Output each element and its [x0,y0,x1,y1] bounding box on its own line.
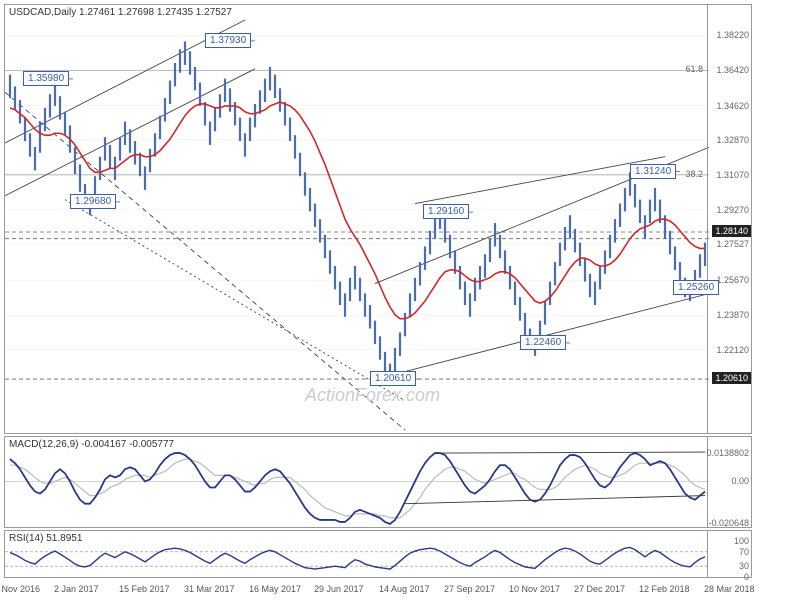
x-axis-label: 14 Aug 2017 [379,584,430,594]
price-ytick: 1.36420 [716,65,749,75]
price-annotation: 1.22460 [520,335,566,350]
price-annotation: 1.29160 [423,204,469,219]
price-annotation: 1.37930 [205,33,251,48]
price-annotation: 1.25260 [673,280,719,295]
x-axis-label: 16 May 2017 [249,584,301,594]
current-price-marker-lower: 1.20610 [712,372,751,384]
fib-label: 61.8 [685,64,703,74]
price-ytick: 1.32870 [716,135,749,145]
price-annotation: 1.31240 [630,164,676,179]
x-axis-label: 29 Jun 2017 [314,584,364,594]
x-axis-label: 28 Mar 2018 [704,584,755,594]
x-axis-label: 17 Nov 2016 [0,584,40,594]
macd-ytick: 0.00 [731,476,749,486]
rsi-ytick: 100 [734,536,749,546]
x-axis-label: 31 Mar 2017 [184,584,235,594]
price-ytick: 1.27527 [716,239,749,249]
price-annotation: 1.29680 [70,194,116,209]
macd-title: MACD(12,26,9) -0.004167 -0.005777 [9,439,174,450]
macd-panel: MACD(12,26,9) -0.004167 -0.005777 0.0138… [4,436,752,528]
main-chart-title: USDCAD,Daily 1.27461 1.27698 1.27435 1.2… [9,7,232,18]
price-annotation: 1.35980 [23,71,69,86]
price-y-axis: 1.38220 1.36420 1.34620 1.32870 1.31070 1.292… [707,5,751,433]
price-ytick: 1.22120 [716,345,749,355]
rsi-title: RSI(14) 51.8951 [9,533,82,544]
x-axis-labels: 17 Nov 20162 Jan 201715 Feb 201731 Mar 2… [4,584,752,598]
rsi-ytick: 30 [739,561,749,571]
rsi-y-axis: 10070300 [707,531,751,577]
price-ytick: 1.29270 [716,205,749,215]
price-annotation: 1.20610 [370,371,416,386]
macd-ytick: 0.0138802 [706,448,749,458]
macd-y-axis: 0.0138802 0.00 -0.020648 [707,437,751,527]
price-ytick: 1.34620 [716,101,749,111]
rsi-svg [5,531,709,579]
rsi-panel: RSI(14) 51.8951 10070300 [4,530,752,578]
price-ytick: 1.38220 [716,30,749,40]
x-axis-label: 27 Sep 2017 [444,584,495,594]
fib-label: 38.2 [685,169,703,179]
price-chart-panel: USDCAD,Daily 1.27461 1.27698 1.27435 1.2… [4,4,752,434]
price-chart-svg [5,5,709,435]
x-axis-label: 10 Nov 2017 [509,584,560,594]
rsi-ytick: 0 [744,572,749,582]
price-ytick: 1.23870 [716,310,749,320]
rsi-ytick: 70 [739,547,749,557]
price-ytick: 1.25670 [716,275,749,285]
watermark: ActionForex.com [305,385,440,406]
x-axis-label: 27 Dec 2017 [574,584,625,594]
x-axis-label: 12 Feb 2018 [639,584,690,594]
x-axis-label: 15 Feb 2017 [119,584,170,594]
x-axis-label: 2 Jan 2017 [54,584,99,594]
macd-svg [5,437,709,529]
current-price-marker-upper: 1.28140 [712,225,751,237]
macd-ytick: -0.020648 [708,518,749,528]
price-ytick: 1.31070 [716,170,749,180]
